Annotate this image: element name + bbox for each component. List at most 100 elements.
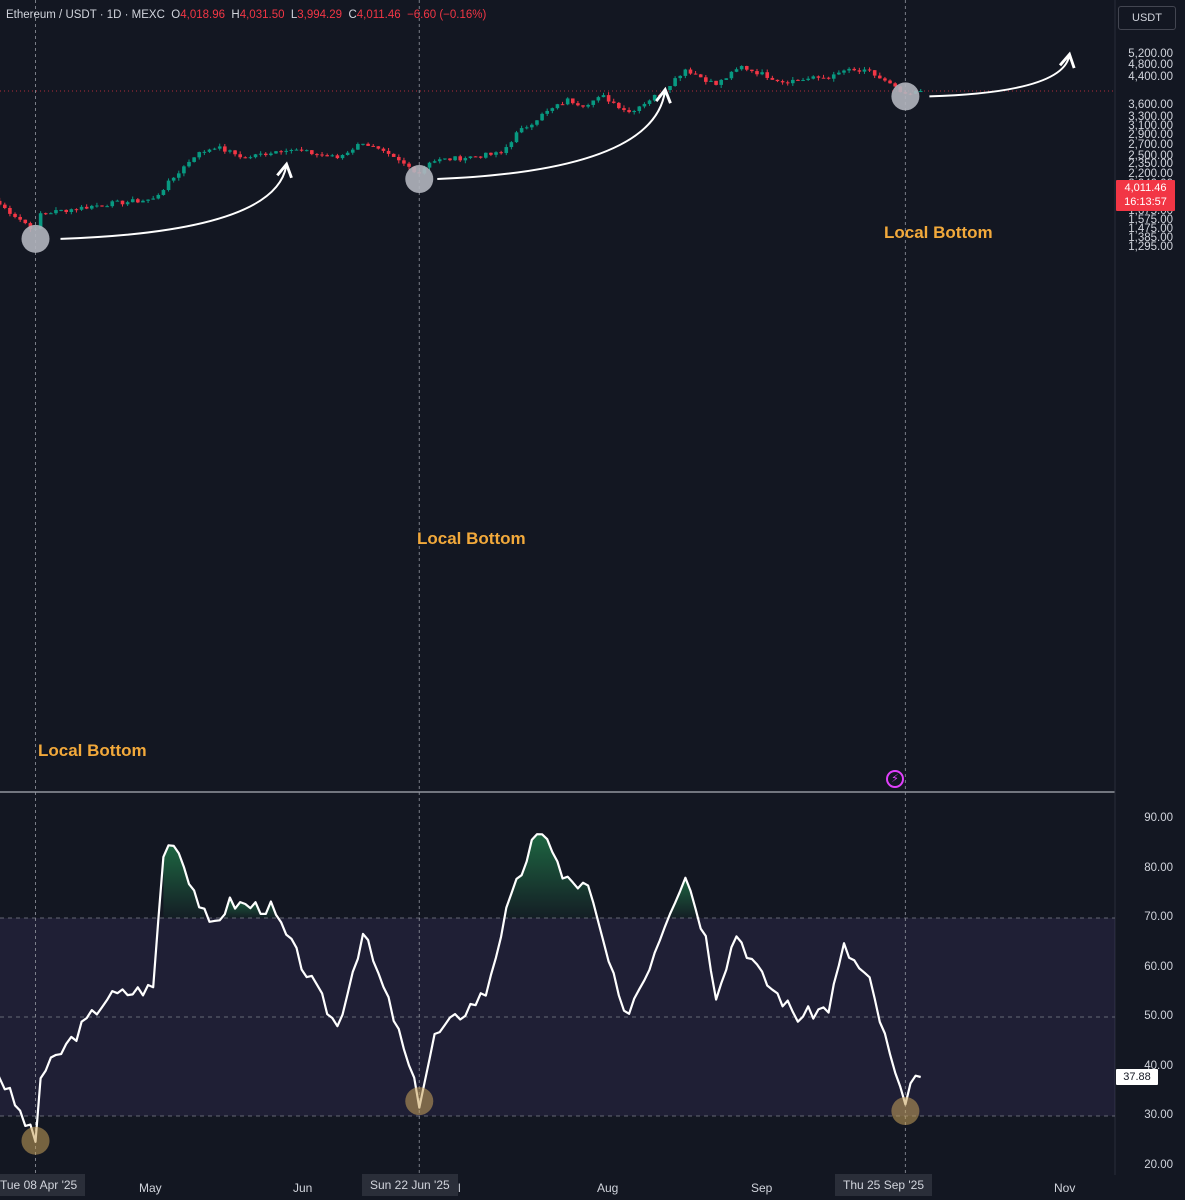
candle <box>693 71 698 75</box>
candle-body <box>535 120 539 125</box>
candle <box>448 158 452 162</box>
candle-body <box>402 160 406 164</box>
local-bottom-marker <box>891 82 920 111</box>
candle-body <box>632 111 636 113</box>
candle <box>888 79 892 84</box>
candle-body <box>8 207 12 214</box>
candle <box>596 95 601 103</box>
candle <box>391 153 396 157</box>
candle-body <box>504 147 509 154</box>
rsi-value-badge: 37.88 <box>1116 1069 1158 1085</box>
candle-body <box>407 163 411 167</box>
candle <box>565 97 570 106</box>
candle <box>325 153 329 157</box>
candle <box>376 146 381 150</box>
candle-body <box>130 199 135 203</box>
alert-bolt-icon[interactable]: ⚡ <box>886 770 904 788</box>
candle <box>637 105 642 114</box>
candle <box>739 65 744 71</box>
bar-countdown: 16:13:57 <box>1124 196 1167 208</box>
price-tick-label: 4,800.00 <box>1128 59 1173 72</box>
candle <box>750 69 754 73</box>
candle <box>366 142 370 146</box>
candle <box>918 88 923 93</box>
candle-body <box>79 206 84 210</box>
candle-body <box>698 74 703 78</box>
candle <box>89 204 94 210</box>
candle <box>704 75 708 85</box>
candle-body <box>171 177 176 181</box>
symbol-header[interactable]: Ethereum / USDT · 1D · MEXC O4,018.96 H4… <box>6 9 486 21</box>
rsi-tick-label: 70.00 <box>1144 911 1173 923</box>
candle-body <box>325 155 329 157</box>
candle-body <box>269 153 273 156</box>
candle-body <box>473 156 478 158</box>
candle <box>105 204 109 208</box>
candle <box>294 148 299 151</box>
candle <box>514 130 519 143</box>
candle-body <box>540 113 544 121</box>
candle-body <box>478 156 483 158</box>
candle-body <box>74 209 79 211</box>
candle <box>570 98 575 105</box>
candle-body <box>499 152 503 154</box>
price-tick-label: 1,475.00 <box>1128 223 1173 236</box>
open-label: O <box>171 9 181 21</box>
candle <box>719 79 723 88</box>
symbol-title[interactable]: Ethereum / USDT · 1D · MEXC <box>6 9 165 21</box>
candle-body <box>483 152 488 158</box>
candle-body <box>709 80 713 82</box>
candle <box>443 158 447 161</box>
candle <box>842 69 846 75</box>
candle <box>801 77 805 82</box>
currency-button[interactable]: USDT <box>1118 6 1176 30</box>
candle-body <box>248 157 253 159</box>
candle-body <box>775 79 780 82</box>
candle-body <box>0 200 2 205</box>
candle-body <box>581 105 585 107</box>
candle-body <box>719 79 723 85</box>
candle <box>560 101 565 106</box>
candle <box>816 75 821 81</box>
candle-body <box>811 76 816 79</box>
candle <box>217 143 222 151</box>
candle-body <box>361 143 365 145</box>
price-tick-label: 2,350.00 <box>1128 158 1173 171</box>
candle-body <box>826 77 831 79</box>
candle-body <box>596 97 601 101</box>
candle <box>489 152 493 157</box>
candle-body <box>156 194 161 199</box>
candle-body <box>468 156 473 159</box>
candle <box>120 200 125 207</box>
candle-body <box>611 101 616 103</box>
candle <box>647 99 652 106</box>
candle-body <box>760 72 764 75</box>
candle-body <box>238 154 242 158</box>
candle <box>775 79 780 83</box>
candle-body <box>755 71 759 75</box>
candle-body <box>509 142 514 148</box>
candle <box>59 209 63 212</box>
candle-body <box>489 152 493 155</box>
candle-body <box>453 156 457 161</box>
candle <box>84 204 89 210</box>
candle <box>499 150 503 155</box>
candle-body <box>350 149 355 153</box>
candle <box>8 205 12 217</box>
candle <box>714 80 718 86</box>
candle <box>223 144 227 154</box>
candle <box>581 105 585 109</box>
candle-body <box>683 69 688 76</box>
high-value: 4,031.50 <box>239 9 285 21</box>
candle <box>535 120 539 127</box>
candle-body <box>294 149 299 151</box>
candle <box>386 147 391 157</box>
candle-body <box>125 202 130 205</box>
candle <box>744 65 749 72</box>
candle <box>110 200 115 208</box>
candle-body <box>110 201 115 207</box>
candle-body <box>115 200 120 202</box>
candle <box>228 149 232 154</box>
candle-body <box>627 110 631 113</box>
